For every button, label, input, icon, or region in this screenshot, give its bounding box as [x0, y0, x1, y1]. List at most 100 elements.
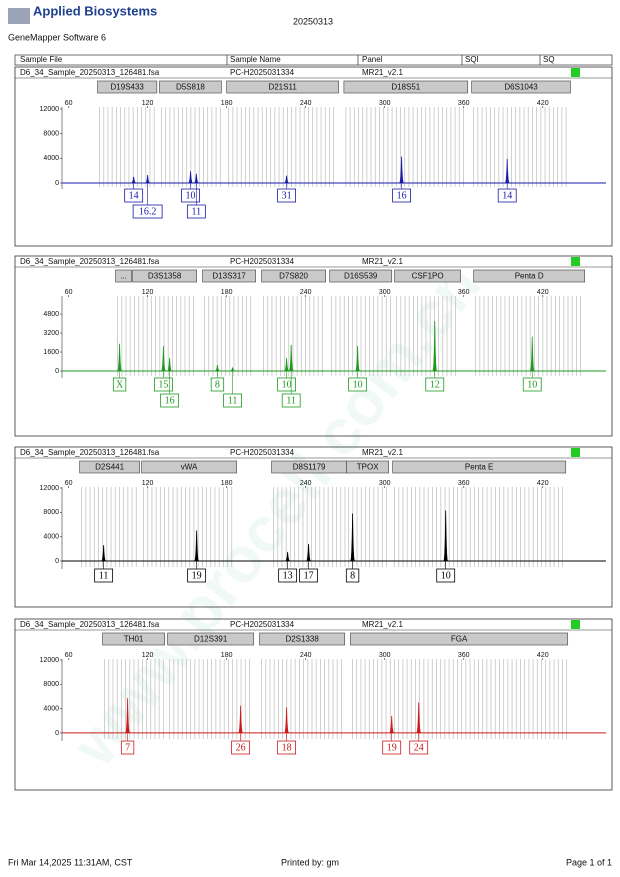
sq-flag [571, 448, 580, 457]
allele-box [94, 568, 114, 583]
peak [116, 343, 123, 372]
sq-flag [571, 257, 580, 266]
marker-name: D8S1179 [293, 463, 326, 472]
x-tick-label: 120 [142, 289, 154, 296]
marker-box [392, 460, 567, 474]
allele-label: 16 [165, 395, 175, 406]
allele-box [409, 740, 429, 755]
allele-label: 31 [282, 190, 292, 201]
x-tick-label: 240 [300, 289, 312, 296]
allele-box [522, 377, 542, 392]
y-tick-label: 12000 [40, 106, 60, 113]
allele-box [392, 188, 411, 203]
allele-label: 19 [387, 742, 397, 753]
marker-name: Penta D [515, 272, 544, 281]
y-tick-label: 4000 [43, 533, 59, 540]
y-tick-label: 12000 [40, 657, 60, 664]
peak [167, 357, 173, 372]
peak [284, 357, 289, 372]
x-tick-label: 60 [65, 652, 73, 659]
x-tick-label: 420 [537, 480, 549, 487]
allele-label: 16 [397, 190, 407, 201]
sample-file: D6_34_Sample_20250313_126481.fsa [20, 448, 160, 457]
allele-label: 10 [186, 190, 196, 201]
x-tick-label: 180 [221, 652, 233, 659]
marker-name: D19S433 [111, 83, 145, 92]
electropherogram-panel: D6_34_Sample_20250313_126481.fsa PC-H2025… [14, 446, 613, 608]
x-tick-label: 60 [65, 289, 73, 296]
marker-name: D13S317 [212, 272, 246, 281]
marker-box [473, 269, 586, 283]
column-label: SQ [543, 55, 555, 64]
peak [101, 545, 107, 562]
electropherogram-panel: D6_34_Sample_20250313_126481.fsa PC-H2025… [14, 255, 613, 437]
allele-box [299, 568, 318, 583]
column-label: Panel [362, 55, 383, 64]
marker-name: D16S539 [344, 272, 378, 281]
allele-label: 7 [125, 742, 130, 753]
allele-box [348, 377, 367, 392]
marker-name: D18S51 [391, 83, 420, 92]
peak [283, 707, 290, 734]
peak [188, 171, 193, 184]
panel-name: MR21_v2.1 [362, 68, 403, 77]
y-tick-label: 1600 [43, 349, 59, 356]
sample-file: D6_34_Sample_20250313_126481.fsa [20, 257, 160, 266]
marker-name: ... [120, 272, 127, 281]
allele-label: 14 [502, 190, 512, 201]
panel-name: MR21_v2.1 [362, 448, 403, 457]
allele-label: 11 [192, 206, 202, 217]
logo: Applied Biosystems [33, 3, 157, 18]
marker-name: D6S1043 [504, 83, 538, 92]
peak [131, 176, 136, 184]
marker-box [202, 269, 256, 283]
x-tick-label: 300 [379, 100, 391, 107]
electropherogram-panel: D6_34_Sample_20250313_126481.fsa PC-H2025… [14, 66, 613, 247]
sample-name: PC-H2025031334 [230, 448, 295, 457]
allele-label: 26 [236, 742, 246, 753]
allele-label: 10 [353, 379, 363, 390]
peak [306, 543, 312, 562]
peak [416, 702, 422, 734]
allele-label: 8 [350, 570, 355, 581]
footer-date: Fri Mar 14,2025 11:31AM, CST [8, 857, 133, 867]
marker-box [394, 269, 461, 283]
marker-box [350, 632, 569, 646]
allele-box [223, 393, 242, 408]
marker-name: vWA [181, 463, 198, 472]
x-tick-label: 60 [65, 480, 73, 487]
y-tick-label: 8000 [43, 130, 59, 137]
peak [529, 336, 535, 372]
y-tick-label: 0 [55, 368, 59, 375]
y-tick-label: 3200 [43, 330, 59, 337]
peak [160, 346, 167, 372]
x-tick-label: 180 [221, 100, 233, 107]
marker-box [343, 80, 469, 94]
allele-label: 24 [414, 742, 424, 753]
marker-box [261, 269, 326, 283]
marker-box [102, 632, 165, 646]
marker-box [141, 460, 238, 474]
allele-box [154, 377, 173, 392]
peak [215, 365, 220, 372]
x-tick-label: 420 [537, 652, 549, 659]
x-tick-label: 120 [142, 480, 154, 487]
marker-box [471, 80, 571, 94]
marker-box [132, 269, 197, 283]
marker-name: D12S391 [194, 635, 228, 644]
peak [284, 175, 289, 184]
x-tick-label: 120 [142, 100, 154, 107]
x-tick-label: 240 [300, 100, 312, 107]
marker-box [159, 80, 222, 94]
sample-file: D6_34_Sample_20250313_126481.fsa [20, 620, 160, 629]
peak [145, 174, 150, 184]
column-header [14, 54, 613, 66]
marker-box [346, 460, 390, 474]
panel-frame [14, 446, 613, 608]
marker-name: FGA [451, 635, 468, 644]
allele-label: 10 [282, 379, 292, 390]
x-tick-label: 300 [379, 652, 391, 659]
allele-label: 19 [192, 570, 202, 581]
sample-name: PC-H2025031334 [230, 257, 295, 266]
allele-label: 11 [228, 395, 238, 406]
